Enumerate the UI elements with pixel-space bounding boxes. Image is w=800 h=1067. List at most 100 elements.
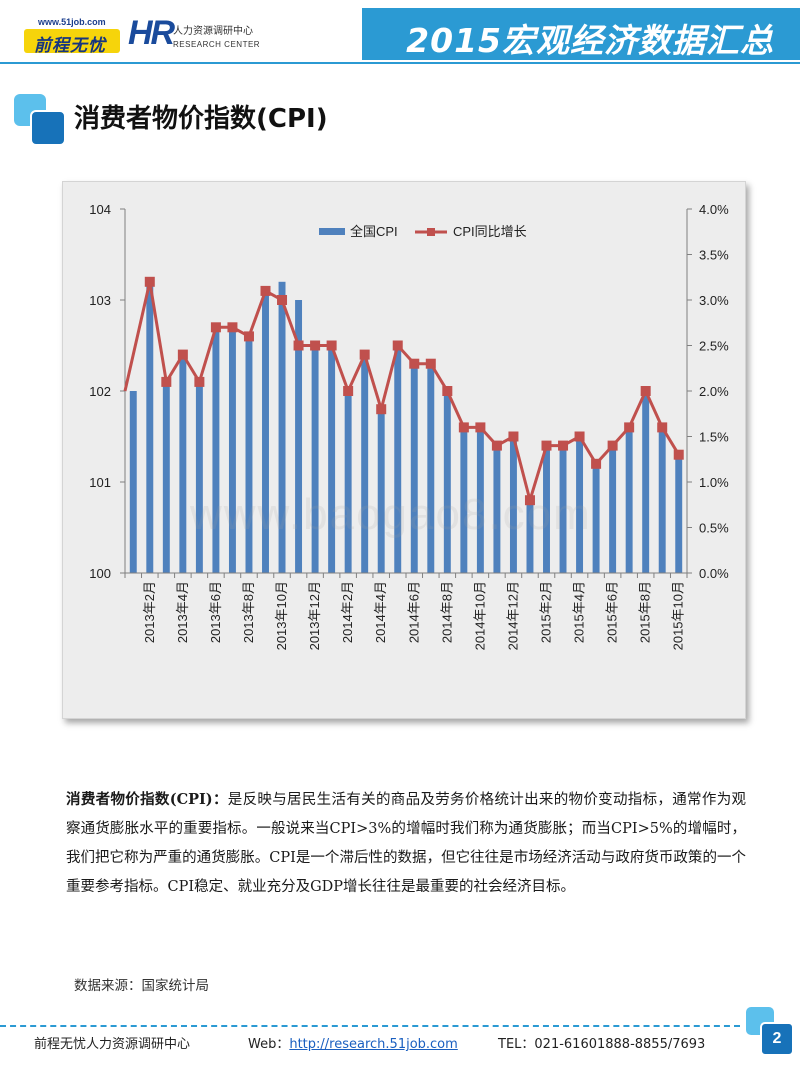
cpi-growth-point [194, 376, 205, 387]
y-left-tick-label: 103 [89, 293, 111, 308]
y-right-tick-label: 2.5% [699, 339, 729, 354]
cpi-growth-point [574, 431, 585, 442]
cpi-growth-point [409, 358, 420, 369]
hr-letters: HR [128, 14, 175, 52]
section-icon-front [30, 110, 66, 146]
cpi-bar [609, 445, 617, 573]
cpi-growth-point [144, 276, 155, 287]
cpi-bar [576, 436, 584, 573]
cpi-bar [278, 281, 286, 573]
cpi-bar [658, 427, 666, 573]
x-tick-label: 2015年10月 [671, 581, 686, 650]
cpi-term: 消费者物价指数(CPI)： [66, 791, 228, 808]
cpi-growth-point [673, 449, 684, 460]
cpi-growth-point [591, 458, 602, 469]
cpi-growth-point [260, 285, 271, 296]
cpi-definition: 是反映与居民生活有关的商品及劳务价格统计出来的物价变动指标，通常作为观察通货膨胀… [66, 792, 747, 895]
cpi-growth-point [343, 386, 354, 396]
cpi-growth-point [359, 349, 370, 360]
cpi-bar [311, 345, 319, 573]
logo-51job[interactable]: www.51job.com 前程无忧 [22, 15, 122, 56]
cpi-bar [179, 354, 187, 573]
x-tick-label: 2013年6月 [208, 581, 223, 643]
header-title: 2015宏观经济数据汇总 [406, 21, 774, 60]
x-tick-label: 2015年2月 [539, 581, 554, 643]
x-tick-label: 2013年8月 [241, 581, 256, 643]
logo-name: 前程无忧 [34, 36, 106, 56]
cpi-bar [377, 409, 385, 573]
footer-web-label: Web： [248, 1037, 290, 1052]
x-tick-label: 2013年12月 [307, 581, 322, 650]
footer-web: Web：http://research.51job.com [248, 1033, 458, 1052]
cpi-bar [195, 381, 203, 573]
legend-bar-swatch [319, 228, 345, 235]
legend-line-marker [427, 228, 435, 236]
hr-english-name: RESEARCH CENTER [173, 40, 261, 49]
cpi-bar [410, 363, 418, 573]
footer-web-link[interactable]: http://research.51job.com [289, 1037, 458, 1052]
x-tick-label: 2013年2月 [142, 581, 157, 643]
hr-research-logo: HR 人力资源调研中心 RESEARCH CENTER [128, 14, 268, 58]
y-left-tick-label: 100 [89, 566, 111, 581]
x-tick-label: 2013年10月 [274, 581, 289, 650]
x-tick-label: 2014年10月 [472, 581, 487, 650]
cpi-growth-point [161, 376, 172, 387]
cpi-growth-point [392, 340, 403, 351]
cpi-bar [245, 336, 253, 573]
y-left-tick-label: 104 [89, 202, 111, 217]
cpi-bar [543, 445, 550, 573]
legend-line-label: CPI同比增长 [453, 224, 527, 239]
cpi-bar [328, 345, 336, 573]
cpi-bar [476, 427, 484, 573]
cpi-bar [344, 391, 352, 573]
section-title: 消费者物价指数(CPI) [74, 104, 328, 134]
y-right-tick-label: 3.5% [699, 248, 729, 263]
hr-chinese-name: 人力资源调研中心 [173, 26, 253, 37]
footer-tel: TEL：021-61601888-8855/7693 [498, 1037, 706, 1052]
cpi-chart: 100 101 102 103 104 0.0% 0.5% 1.0% 1.5% 2.0% 2.5% 3… [89, 202, 729, 650]
x-tick-label: 2014年6月 [406, 581, 421, 643]
cpi-growth-point [541, 440, 552, 451]
cpi-bar [493, 445, 501, 573]
page-header: www.51job.com 前程无忧 HR 人力资源调研中心 RESEARCH … [0, 0, 800, 62]
cpi-growth-point [657, 422, 668, 433]
cpi-growth-point [458, 422, 469, 433]
header-divider [0, 62, 800, 64]
cpi-growth-point [243, 331, 254, 342]
cpi-bar [625, 427, 633, 573]
footer-divider [0, 1025, 740, 1027]
data-source: 数据来源：国家统计局 [74, 978, 209, 994]
cpi-growth-point [227, 322, 238, 333]
cpi-description: 消费者物价指数(CPI)：是反映与居民生活有关的商品及劳务价格统计出来的物价变动… [66, 785, 746, 902]
cpi-bar [675, 454, 683, 573]
cpi-bar [146, 281, 154, 573]
cpi-bar [526, 500, 534, 573]
cpi-growth-point [442, 386, 453, 396]
header-title-bar: 2015宏观经济数据汇总 [362, 8, 800, 60]
y-left-tick-label: 101 [89, 475, 111, 490]
cpi-bar [361, 354, 369, 573]
cpi-growth-point [310, 340, 321, 351]
x-tick-label: 2014年8月 [439, 581, 454, 643]
x-tick-label: 2015年6月 [605, 581, 620, 643]
footer-org: 前程无忧人力资源调研中心 [34, 1037, 191, 1052]
y-right-tick-label: 2.0% [699, 384, 729, 399]
y-right-tick-label: 1.0% [699, 475, 729, 490]
cpi-bar [262, 290, 269, 573]
y-right-tick-label: 0.0% [699, 566, 729, 581]
cpi-bar [592, 463, 600, 573]
chart-frame: 100 101 102 103 104 0.0% 0.5% 1.0% 1.5% 2.0% 2.5% 3… [62, 181, 746, 719]
y-right-tick-label: 4.0% [699, 202, 729, 217]
logo-url: www.51job.com [38, 17, 106, 27]
cpi-growth-point [640, 386, 651, 396]
cpi-bar [295, 300, 303, 573]
cpi-growth-point [277, 295, 288, 305]
x-tick-label: 2014年2月 [340, 581, 355, 643]
cpi-bar [162, 381, 170, 573]
x-tick-label: 2014年4月 [373, 581, 388, 643]
y-right-tick-label: 3.0% [699, 293, 729, 308]
y-left-tick-label: 102 [89, 384, 111, 399]
cpi-growth-point [210, 322, 221, 333]
cpi-growth-point [326, 340, 337, 351]
cpi-bar [129, 391, 137, 573]
